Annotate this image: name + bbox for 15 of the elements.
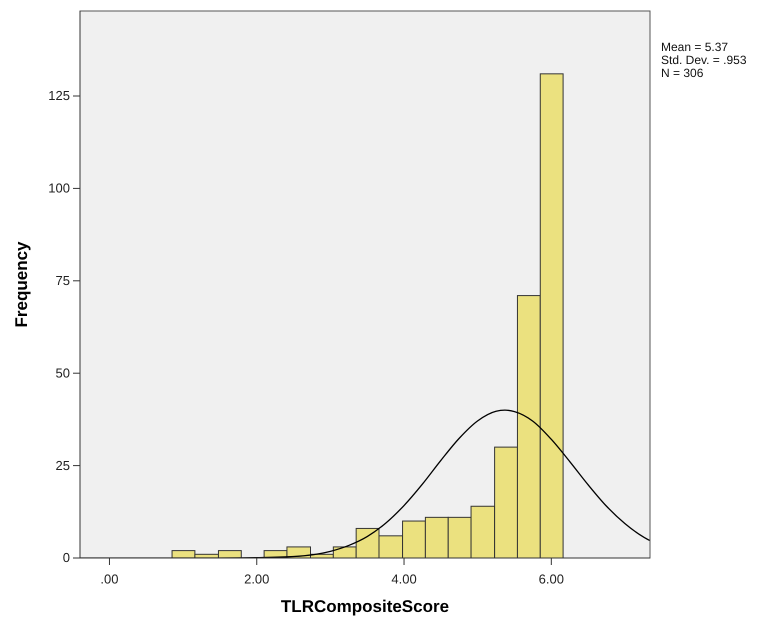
y-tick-label: 75 xyxy=(56,272,70,288)
x-tick-label: 2.00 xyxy=(244,572,270,587)
x-tick-label: 6.00 xyxy=(538,572,564,587)
y-axis-title: Frequency xyxy=(12,240,31,328)
x-axis-title: TLRCompositeScore xyxy=(280,597,450,616)
y-tick-label: 125 xyxy=(48,88,70,104)
text: N = 306 xyxy=(661,66,704,80)
y-tick-label: 25 xyxy=(56,458,70,473)
x-tick-label: 4.00 xyxy=(391,572,417,587)
y-tick-label: 50 xyxy=(56,365,70,380)
y-tick-label: 0 xyxy=(62,550,70,566)
text: Mean = 5.37 xyxy=(661,40,728,54)
y-tick-label: 100 xyxy=(48,180,70,196)
text: Std. Dev. = .953 xyxy=(661,53,747,67)
x-tick-label: .00 xyxy=(100,572,118,587)
